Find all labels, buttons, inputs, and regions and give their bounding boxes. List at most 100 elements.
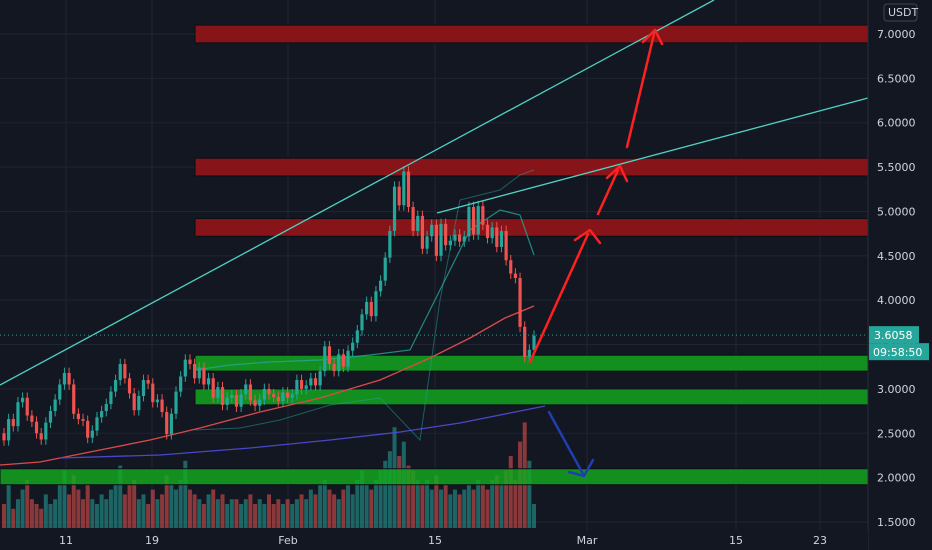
candle bbox=[355, 330, 359, 343]
candle bbox=[202, 367, 206, 385]
candle bbox=[416, 215, 420, 231]
volume-bar bbox=[425, 480, 430, 528]
candle bbox=[30, 415, 34, 422]
volume-bar bbox=[406, 465, 411, 528]
volume-bar bbox=[29, 499, 34, 528]
x-tick-label: Mar bbox=[577, 534, 598, 547]
x-tick-label: Feb bbox=[278, 534, 297, 547]
volume-bar bbox=[415, 480, 420, 528]
candle bbox=[244, 384, 248, 395]
volume-bar bbox=[434, 475, 439, 528]
candle bbox=[262, 388, 266, 400]
current-price-value: 3.6058 bbox=[874, 329, 913, 342]
volume-bar bbox=[341, 489, 346, 528]
support-zone bbox=[0, 468, 869, 486]
volume-bar bbox=[346, 484, 351, 528]
candle bbox=[272, 394, 276, 397]
volume-bar bbox=[15, 499, 20, 528]
projection-arrow bbox=[528, 232, 590, 364]
volume-bar bbox=[373, 480, 378, 528]
candle bbox=[369, 301, 373, 317]
candle bbox=[430, 224, 434, 237]
candle bbox=[462, 236, 466, 242]
volume-bar bbox=[411, 470, 416, 528]
y-tick-label: 5.5000 bbox=[877, 161, 916, 174]
candle bbox=[299, 380, 304, 389]
projection-arrowhead bbox=[605, 164, 629, 183]
volume-bar bbox=[508, 456, 513, 528]
candle bbox=[220, 387, 225, 405]
bollinger-mid bbox=[194, 209, 535, 371]
candle bbox=[383, 257, 387, 281]
volume-bar bbox=[146, 504, 151, 528]
candle bbox=[318, 371, 322, 386]
volume-bar bbox=[299, 494, 304, 528]
volume-bar bbox=[215, 499, 220, 528]
volume-bar bbox=[211, 489, 216, 528]
candle bbox=[411, 207, 415, 231]
candle bbox=[193, 364, 197, 379]
countdown-value: 09:58:50 bbox=[873, 346, 922, 359]
candle bbox=[95, 417, 99, 431]
candle bbox=[513, 273, 518, 278]
volume-bar bbox=[462, 489, 467, 528]
volume-bar bbox=[243, 499, 248, 528]
volume-bar bbox=[6, 484, 11, 528]
volume-bar bbox=[359, 470, 364, 528]
volume-bar bbox=[276, 499, 281, 528]
volume-bar bbox=[527, 460, 532, 528]
candle bbox=[34, 421, 39, 434]
time-axis-panel bbox=[0, 530, 868, 550]
volume-bar bbox=[322, 480, 327, 528]
volume-bar bbox=[248, 494, 253, 528]
y-tick-label: 5.0000 bbox=[877, 205, 916, 218]
volume-bar bbox=[183, 460, 188, 528]
volume-bar bbox=[387, 451, 392, 528]
currency-label: USDT bbox=[888, 6, 919, 19]
candle bbox=[351, 342, 355, 351]
candle bbox=[25, 397, 29, 416]
volume-bar bbox=[99, 494, 104, 528]
bollinger-upper bbox=[194, 169, 535, 442]
candle bbox=[471, 207, 476, 235]
candle bbox=[313, 378, 318, 386]
candle bbox=[453, 234, 457, 241]
volume-bar bbox=[178, 480, 183, 528]
volume-bar bbox=[62, 470, 67, 528]
candle bbox=[211, 378, 215, 398]
candle bbox=[290, 394, 294, 398]
candle bbox=[295, 380, 299, 395]
volume-bar bbox=[234, 499, 239, 528]
volume-bar bbox=[81, 499, 86, 528]
volume-bar bbox=[174, 489, 179, 528]
volume-bar bbox=[485, 489, 490, 528]
candle bbox=[267, 388, 271, 395]
candle bbox=[109, 391, 113, 404]
volume-bar bbox=[318, 484, 323, 528]
candle bbox=[532, 335, 536, 350]
candle bbox=[234, 395, 239, 407]
candle bbox=[439, 223, 443, 256]
downside-arrow bbox=[547, 410, 585, 476]
volume-bar bbox=[420, 484, 425, 528]
x-tick-label: 15 bbox=[428, 534, 442, 547]
candle bbox=[188, 359, 192, 365]
candle bbox=[137, 396, 141, 411]
candle bbox=[86, 420, 90, 438]
volume-bar bbox=[313, 494, 318, 528]
candle bbox=[127, 378, 132, 394]
volume-bar bbox=[350, 494, 355, 528]
candle bbox=[62, 372, 67, 385]
volume-bar bbox=[439, 489, 444, 528]
volume-bar bbox=[336, 499, 341, 528]
currency-badge[interactable] bbox=[883, 3, 918, 22]
volume-bar bbox=[378, 470, 383, 528]
volume-bar bbox=[136, 499, 141, 528]
candle bbox=[467, 207, 471, 237]
volume-bar bbox=[122, 494, 127, 528]
volume-bar bbox=[304, 499, 309, 528]
volume-bar bbox=[132, 480, 137, 528]
y-tick-label: 6.0000 bbox=[877, 117, 916, 130]
